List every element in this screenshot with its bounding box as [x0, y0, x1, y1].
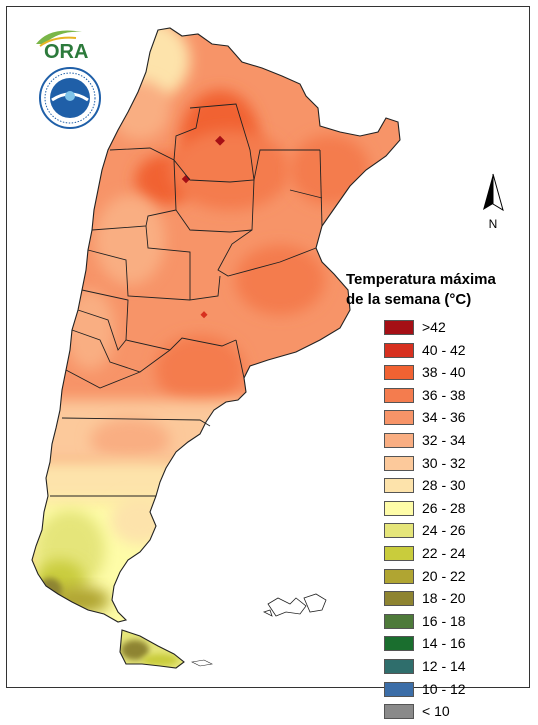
legend-label: < 10: [422, 703, 450, 720]
provincial-boundaries: [31, 27, 401, 669]
legend-swatch: [384, 704, 414, 720]
legend-swatch: [384, 591, 414, 607]
legend-swatch: [384, 455, 414, 471]
legend-swatch: [384, 432, 414, 448]
legend-swatch: [384, 613, 414, 629]
legend-swatch: [384, 410, 414, 426]
svg-text:N: N: [489, 217, 498, 231]
legend-swatch: [384, 320, 414, 335]
legend-swatch: [384, 365, 414, 381]
legend-swatch: [384, 500, 414, 516]
legend-swatch: [384, 478, 414, 494]
legend-label: 12 - 14: [422, 657, 466, 674]
legend-title: Temperatura máxima de la semana (°C): [346, 270, 526, 310]
legend-swatch: [384, 658, 414, 674]
legend-label: 30 - 32: [422, 454, 466, 471]
legend-label: 38 - 40: [422, 364, 466, 381]
legend-swatch: [384, 568, 414, 584]
svg-text:ORA: ORA: [44, 41, 88, 62]
legend-label: 16 - 18: [422, 612, 466, 629]
north-arrow: N: [483, 173, 504, 231]
islas-malvinas: [262, 593, 327, 617]
legend-label: 10 - 12: [422, 680, 466, 697]
legend-title-line2: de la semana (°C): [346, 291, 472, 308]
legend-label: 18 - 20: [422, 590, 466, 607]
legend-label: 22 - 24: [422, 544, 466, 561]
legend-label: 24 - 26: [422, 522, 466, 539]
legend-swatch: [384, 545, 414, 561]
legend-label: 26 - 28: [422, 499, 466, 516]
legend-label: 34 - 36: [422, 409, 466, 426]
legend-swatch: [384, 681, 414, 697]
legend-swatch: [384, 342, 414, 358]
temperature-map: [31, 27, 401, 669]
legend-title-line1: Temperatura máxima: [346, 271, 496, 288]
legend-label: 40 - 42: [422, 341, 466, 358]
legend-label: 28 - 30: [422, 477, 466, 494]
isla-de-los-estados: [191, 659, 213, 667]
ora-logo: ORA: [36, 30, 88, 62]
smn-seal-logo: [39, 67, 101, 129]
legend-swatch: [384, 523, 414, 539]
legend-swatch: [384, 387, 414, 403]
legend-label: >42: [422, 319, 446, 335]
legend-swatch: [384, 636, 414, 652]
legend-label: 20 - 22: [422, 567, 466, 584]
legend-label: 36 - 38: [422, 386, 466, 403]
legend-label: 14 - 16: [422, 635, 466, 652]
legend-label: 32 - 34: [422, 431, 466, 448]
